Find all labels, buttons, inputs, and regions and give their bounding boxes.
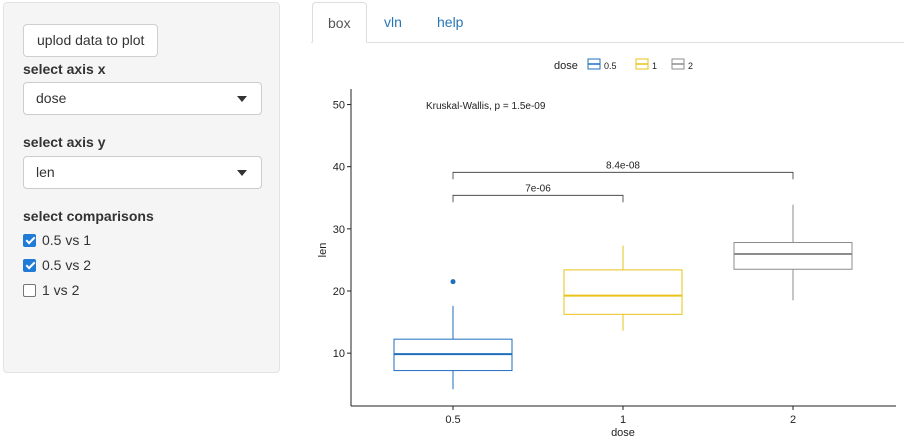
y-tick-label: 30 xyxy=(333,224,345,236)
legend-item-label: 2 xyxy=(688,61,693,71)
box-body xyxy=(733,242,853,270)
box-body xyxy=(563,269,683,315)
axis-x-select[interactable]: dose xyxy=(23,82,262,115)
comparison-bracket xyxy=(452,194,624,203)
checkbox-checked[interactable] xyxy=(23,233,36,247)
y-tick-label: 40 xyxy=(333,162,345,174)
x-tick-label: 1 xyxy=(620,414,626,426)
axis-y-select-value: len xyxy=(36,164,55,180)
comparison-option-0-5-vs-2[interactable]: 0.5 vs 2 xyxy=(23,255,91,275)
x-axis-title: dose xyxy=(611,427,635,439)
checkbox-unchecked[interactable] xyxy=(23,283,36,297)
legend-title: dose xyxy=(554,60,578,72)
upload-data-button[interactable]: uplod data to plot xyxy=(23,24,159,57)
sidebar-panel: uplod data to plot select axis x dose se… xyxy=(3,2,280,373)
comparison-p-value: 7e-06 xyxy=(525,183,551,194)
legend-item-label: 0.5 xyxy=(604,61,617,71)
box-outlier-point xyxy=(450,279,456,285)
axis-y-select[interactable]: len xyxy=(23,156,262,189)
y-tick-label: 50 xyxy=(333,100,345,112)
comparison-option-label: 0.5 vs 2 xyxy=(42,257,92,273)
comparison-bracket xyxy=(452,171,794,180)
x-tick-label: 2 xyxy=(790,414,796,426)
legend-item-label: 1 xyxy=(652,61,657,71)
checkbox-checked[interactable] xyxy=(23,258,36,272)
comparison-option-0-5-vs-1[interactable]: 0.5 vs 1 xyxy=(23,230,91,250)
comparison-p-value: 8.4e-08 xyxy=(606,160,640,171)
chevron-down-icon xyxy=(237,170,247,176)
y-tick-label: 20 xyxy=(333,286,345,298)
box-plot: 10 20 30 40 50 0.5 1 2 dose len 7e-06 8.4e-08 Kruska… xyxy=(317,58,896,439)
comparison-option-label: 0.5 vs 1 xyxy=(42,232,92,248)
y-tick-label: 10 xyxy=(333,348,345,360)
tab-help[interactable]: help xyxy=(437,14,464,30)
comparison-option-1-vs-2[interactable]: 1 vs 2 xyxy=(23,280,79,300)
tabs-divider xyxy=(311,42,904,43)
comparison-option-label: 1 vs 2 xyxy=(42,282,80,298)
chevron-down-icon xyxy=(237,96,247,102)
y-axis-title: len xyxy=(317,243,329,258)
tab-vln[interactable]: vln xyxy=(384,14,402,30)
x-tick-label: 0.5 xyxy=(445,414,460,426)
axis-x-label: select axis x xyxy=(23,61,106,77)
axis-y-label: select axis y xyxy=(23,134,106,150)
comparisons-label: select comparisons xyxy=(23,208,154,224)
tab-box[interactable]: box xyxy=(312,2,367,43)
axis-x-select-value: dose xyxy=(36,90,67,106)
kruskal-wallis-annotation: Kruskal-Wallis, p = 1.5e-09 xyxy=(426,101,546,112)
